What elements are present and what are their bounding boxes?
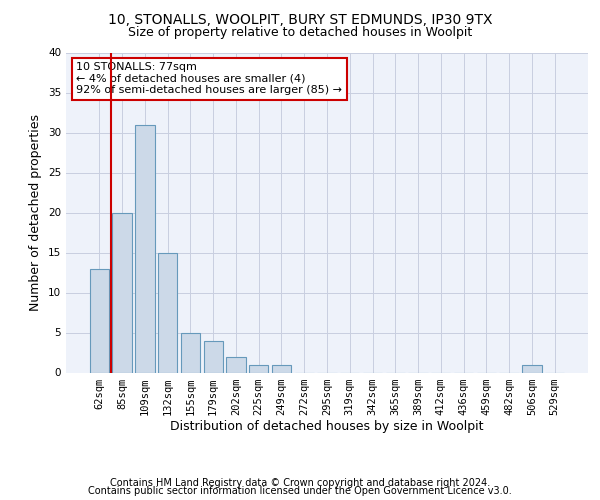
Text: 10 STONALLS: 77sqm
← 4% of detached houses are smaller (4)
92% of semi-detached : 10 STONALLS: 77sqm ← 4% of detached hous… — [76, 62, 343, 96]
Bar — [181, 332, 200, 372]
Text: Contains HM Land Registry data © Crown copyright and database right 2024.: Contains HM Land Registry data © Crown c… — [110, 478, 490, 488]
Bar — [249, 364, 268, 372]
Bar — [522, 364, 542, 372]
Bar — [158, 252, 178, 372]
Bar — [203, 340, 223, 372]
Bar — [90, 268, 109, 372]
Bar — [135, 124, 155, 372]
Text: Contains public sector information licensed under the Open Government Licence v3: Contains public sector information licen… — [88, 486, 512, 496]
Bar — [226, 356, 245, 372]
Text: Size of property relative to detached houses in Woolpit: Size of property relative to detached ho… — [128, 26, 472, 39]
Bar — [112, 212, 132, 372]
Y-axis label: Number of detached properties: Number of detached properties — [29, 114, 43, 311]
Text: 10, STONALLS, WOOLPIT, BURY ST EDMUNDS, IP30 9TX: 10, STONALLS, WOOLPIT, BURY ST EDMUNDS, … — [108, 12, 492, 26]
Bar — [272, 364, 291, 372]
X-axis label: Distribution of detached houses by size in Woolpit: Distribution of detached houses by size … — [170, 420, 484, 434]
